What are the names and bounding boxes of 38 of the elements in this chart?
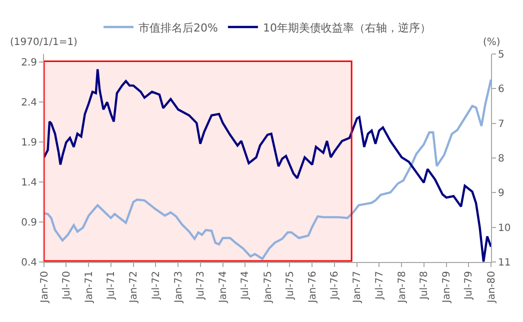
x-tick-label: Jul-73: [196, 271, 207, 300]
y2-tick-label: 8: [498, 154, 504, 164]
x-tick-label: Jul-71: [106, 271, 118, 300]
y-tick-label: 0.4: [21, 258, 37, 268]
legend-label: 市值排名后20%: [138, 21, 218, 34]
y2-axis-title: (%): [483, 37, 500, 48]
x-tick-label: Jul-79: [464, 271, 475, 300]
x-tick-label: Jan-80: [486, 271, 498, 304]
x-tick-label: Jan-78: [396, 271, 408, 304]
x-tick-label: Jul-70: [61, 271, 72, 300]
x-tick-label: Jul-72: [150, 271, 162, 300]
x-tick-label: Jan-76: [307, 271, 318, 304]
x-tick-label: Jul-78: [419, 271, 430, 300]
y2-tick-label: 6: [498, 84, 504, 96]
x-tick-label: Jan-72: [128, 271, 140, 304]
y-tick-label: 0.9: [21, 218, 37, 228]
x-tick-label: Jul-75: [284, 271, 296, 300]
x-tick-label: Jan-71: [84, 271, 95, 304]
x-tick-label: Jan-77: [352, 271, 364, 304]
y-tick-label: 1.9: [21, 138, 37, 148]
x-tick-label: Jan-70: [39, 271, 50, 304]
x-tick-label: Jan-73: [173, 271, 184, 304]
y-tick-label: 2.4: [21, 98, 37, 108]
y2-tick-label: 11: [498, 258, 511, 268]
x-tick-label: Jul-77: [374, 271, 386, 300]
y-tick-label: 2.9: [21, 58, 37, 68]
y2-tick-label: 10: [498, 222, 511, 234]
y2-tick-label: 9: [498, 188, 504, 200]
x-tick-label: Jan-75: [262, 271, 274, 304]
y-axis-title: (1970/1/1=1): [10, 37, 78, 48]
x-tick-label: Jan-74: [218, 271, 230, 304]
x-tick-label: Jul-74: [240, 271, 252, 300]
y-tick-label: 1.4: [21, 178, 37, 188]
y2-tick-label: 7: [498, 118, 504, 130]
x-tick-label: Jul-76: [330, 271, 341, 300]
x-tick-label: Jan-79: [442, 271, 453, 304]
y2-tick-label: 5: [498, 50, 504, 60]
legend-label: 10年期美债收益率（右轴，逆序）: [262, 21, 431, 34]
